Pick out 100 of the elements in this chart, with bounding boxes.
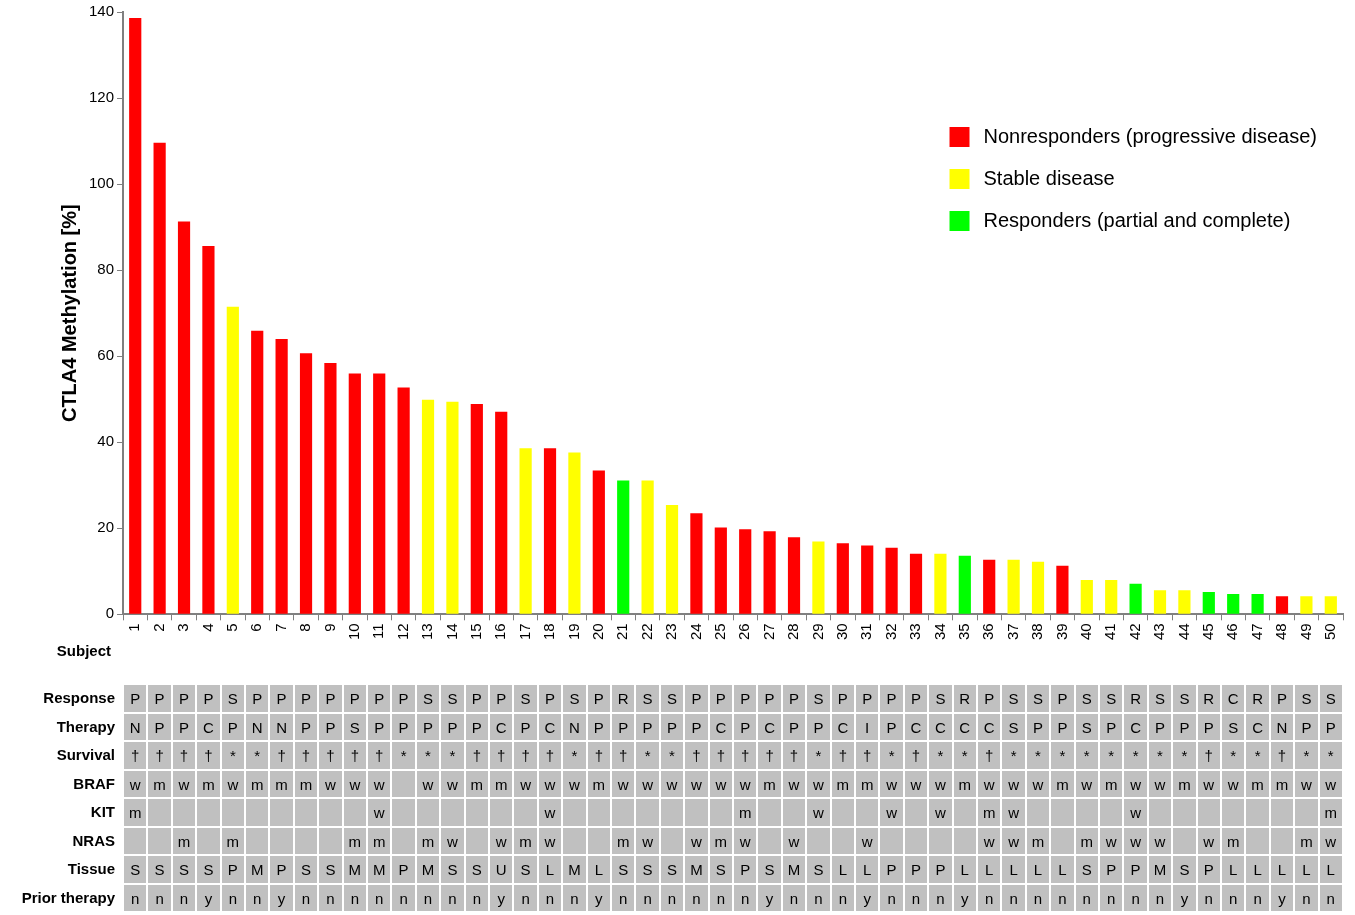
- x-tick-label: 36: [979, 623, 997, 640]
- text: w: [544, 804, 556, 821]
- text: P: [179, 718, 190, 736]
- text: n: [155, 889, 164, 907]
- text: L: [1253, 861, 1262, 878]
- text: †: [545, 747, 555, 764]
- text: *: [1254, 747, 1261, 764]
- text: m: [738, 804, 752, 821]
- text: n: [399, 889, 408, 907]
- text: †: [204, 747, 213, 764]
- x-tick-label: 37: [1003, 623, 1021, 640]
- text: w: [812, 775, 824, 793]
- text: L: [1009, 861, 1018, 878]
- text: †: [179, 747, 189, 764]
- text: L: [1277, 861, 1287, 878]
- x-tick-label: 41: [1101, 623, 1119, 640]
- bar: [1275, 596, 1289, 614]
- text: S: [520, 861, 531, 878]
- y-tick-label: 100: [89, 174, 115, 192]
- text: w: [1154, 775, 1166, 793]
- text: P: [154, 718, 165, 736]
- text: m: [836, 775, 850, 793]
- text: n: [911, 889, 921, 907]
- text: P: [545, 690, 556, 707]
- text: C: [959, 718, 971, 736]
- text: P: [1203, 718, 1214, 736]
- text: L: [1058, 861, 1067, 878]
- text: m: [1275, 775, 1289, 793]
- text: n: [448, 889, 457, 907]
- text: P: [593, 718, 604, 736]
- x-tick-label: 5: [222, 623, 240, 632]
- text: P: [1106, 861, 1117, 878]
- text: S: [1032, 690, 1043, 707]
- text: w: [1154, 832, 1166, 850]
- x-tick-label: 33: [906, 623, 924, 640]
- y-tick-label: Tissue: [66, 859, 116, 879]
- text: †: [277, 747, 286, 764]
- text: n: [619, 889, 628, 907]
- x-tick-label: 44: [1174, 623, 1192, 640]
- bar: [1178, 590, 1191, 614]
- text: P: [813, 718, 824, 736]
- text: w: [690, 775, 702, 793]
- text: L: [960, 861, 969, 878]
- bar: [129, 18, 142, 614]
- text: P: [1057, 690, 1068, 707]
- text: *: [669, 747, 675, 764]
- text: S: [227, 690, 238, 707]
- x-tick-label: 32: [881, 623, 899, 640]
- x-tick-label: 31: [857, 623, 875, 640]
- text: m: [153, 775, 166, 793]
- text: L: [1326, 861, 1335, 878]
- text: m: [958, 775, 972, 793]
- text: †: [716, 747, 725, 764]
- bar: [470, 403, 483, 614]
- y-tick-label: 0: [105, 604, 115, 622]
- text: S: [1154, 690, 1165, 707]
- x-tick-label: 50: [1320, 623, 1338, 640]
- text: P: [837, 690, 848, 707]
- text: S: [1106, 690, 1117, 707]
- bar: [421, 399, 435, 614]
- x-tick-label: 10: [344, 623, 362, 640]
- text: m: [616, 832, 630, 850]
- bar: [177, 221, 191, 614]
- text: w: [861, 832, 873, 850]
- bar: [787, 537, 801, 614]
- text: P: [398, 718, 409, 736]
- x-tick-label: 9: [320, 623, 338, 632]
- text: P: [740, 718, 751, 736]
- text: w: [739, 775, 751, 793]
- text: m: [250, 775, 264, 793]
- text: w: [886, 804, 898, 821]
- text: †: [497, 747, 506, 764]
- y-tick-label: 120: [89, 88, 115, 106]
- bar: [373, 373, 386, 614]
- text: *: [1035, 747, 1041, 764]
- text: S: [667, 861, 678, 878]
- text: w: [1105, 832, 1117, 850]
- text: P: [1154, 718, 1165, 736]
- text: n: [253, 889, 262, 907]
- text: P: [349, 690, 360, 707]
- y-tick-label: Response: [42, 688, 116, 708]
- text: P: [276, 690, 287, 707]
- text: P: [1057, 718, 1068, 736]
- text: m: [1031, 832, 1045, 850]
- text: P: [301, 690, 312, 707]
- text: R: [1130, 690, 1141, 707]
- text: P: [374, 690, 385, 707]
- text: m: [860, 775, 874, 793]
- text: P: [1130, 861, 1141, 878]
- text: P: [764, 690, 775, 707]
- bar: [958, 555, 971, 614]
- x-tick-label: 17: [515, 623, 533, 640]
- text: n: [1107, 889, 1116, 907]
- x-tick-label: 13: [418, 623, 436, 640]
- text: w: [788, 775, 800, 793]
- text: C: [983, 718, 995, 736]
- x-tick-label: 49: [1296, 623, 1314, 640]
- text: †: [692, 747, 701, 764]
- text: S: [1081, 718, 1092, 736]
- bar: [1007, 559, 1020, 614]
